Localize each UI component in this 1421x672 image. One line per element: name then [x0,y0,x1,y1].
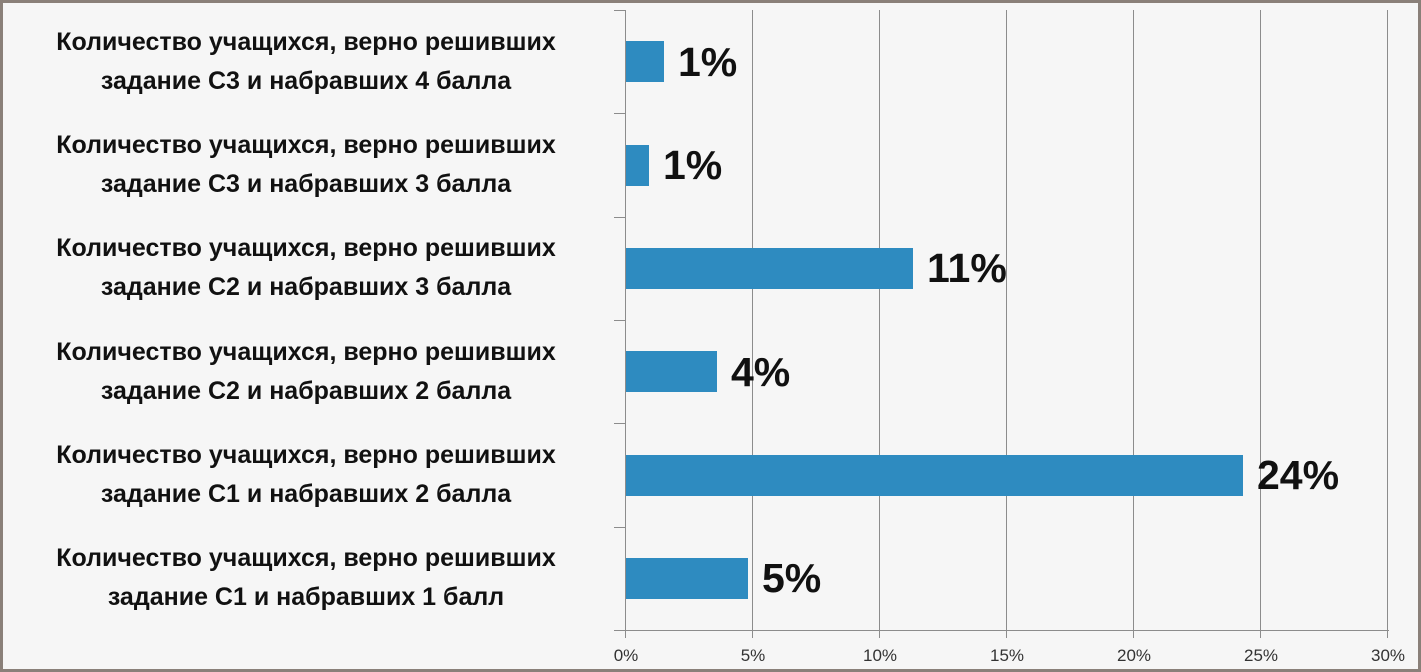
y-tick [614,630,625,631]
y-tick [614,217,625,218]
category-label: Количество учащихся, верно решивших задан… [0,436,612,514]
gridline [879,10,880,630]
bar [626,351,717,392]
gridline [1006,10,1007,630]
x-tick-label: 15% [989,646,1025,665]
x-tick-label: 30% [1370,646,1406,665]
x-tick [625,630,626,638]
x-tick [879,630,880,638]
category-label-line2: задание С2 и набравших 3 балла [100,273,512,301]
gridline [752,10,753,630]
gridline [1133,10,1134,630]
bar [626,145,649,186]
y-tick [614,10,625,11]
x-tick-label: 0% [613,646,639,665]
bar [626,41,664,82]
category-label-line2: задание С1 и набравших 1 балл [107,583,505,611]
bar [626,455,1243,496]
data-label: 24% [1257,452,1340,498]
category-label-line2: задание С1 и набравших 2 балла [100,480,512,508]
y-tick [614,527,625,528]
x-tick-label: 25% [1243,646,1279,665]
category-label-line1: Количество учащихся, верно решивших [56,441,556,469]
category-label: Количество учащихся, верно решивших задан… [0,126,612,204]
y-tick [614,113,625,114]
category-label-line1: Количество учащихся, верно решивших [56,338,556,366]
bar [626,558,748,599]
category-label-line2: задание С3 и набравших 3 балла [100,170,512,198]
category-label-line2: задание С2 и набравших 2 балла [100,377,512,405]
category-label-line1: Количество учащихся, верно решивших [56,234,556,262]
x-axis [625,630,1389,631]
x-tick [752,630,753,638]
x-tick [1133,630,1134,638]
gridline [1260,10,1261,630]
x-tick [1006,630,1007,638]
data-label: 1% [678,39,738,85]
category-label-line2: задание С3 и набравших 4 балла [100,67,512,95]
category-label-line1: Количество учащихся, верно решивших [56,28,556,56]
y-tick [614,423,625,424]
category-label: Количество учащихся, верно решивших задан… [0,333,612,411]
data-label: 11% [927,245,1007,291]
data-label: 1% [663,142,723,188]
data-label: 5% [762,555,822,601]
x-tick-label: 5% [740,646,766,665]
x-tick [1387,630,1388,638]
category-label: Количество учащихся, верно решивших задан… [0,229,612,307]
category-label: Количество учащихся, верно решивших задан… [0,23,612,101]
category-label-line1: Количество учащихся, верно решивших [56,131,556,159]
gridline [1387,10,1388,630]
y-tick [614,320,625,321]
x-tick-label: 20% [1116,646,1152,665]
category-label: Количество учащихся, верно решивших задан… [0,539,612,617]
x-tick [1260,630,1261,638]
x-tick-label: 10% [862,646,898,665]
bar [626,248,913,289]
y-axis [625,10,626,638]
category-label-line1: Количество учащихся, верно решивших [56,544,556,572]
data-label: 4% [731,349,791,395]
